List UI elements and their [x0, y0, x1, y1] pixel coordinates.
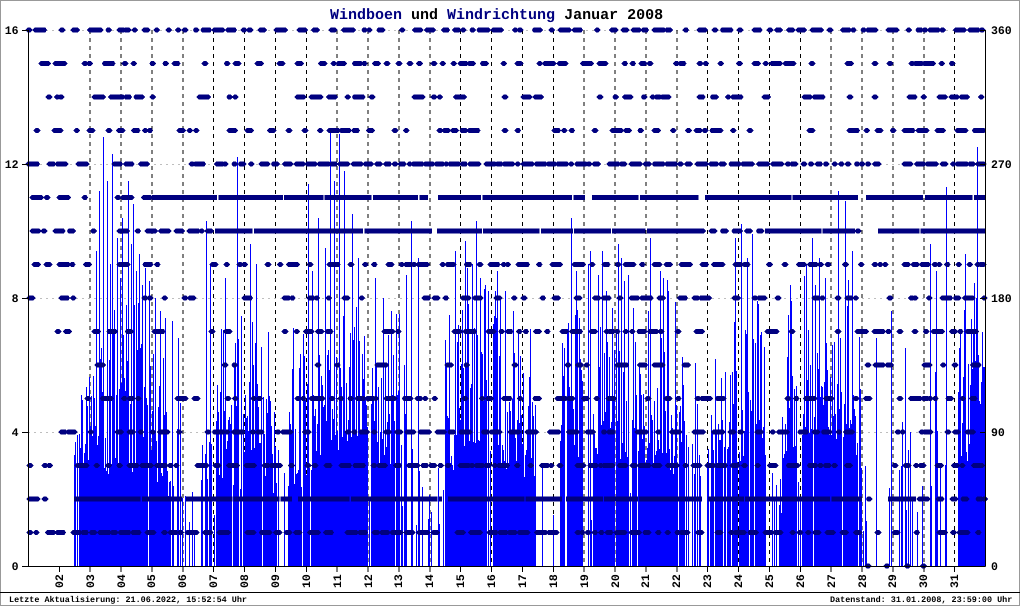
svg-text:8: 8 [12, 293, 19, 306]
svg-text:02: 02 [54, 574, 67, 588]
svg-text:17: 17 [517, 574, 530, 588]
svg-text:10: 10 [301, 574, 314, 588]
svg-text:16: 16 [486, 574, 499, 588]
svg-text:07: 07 [208, 574, 221, 588]
svg-text:12: 12 [5, 159, 19, 172]
svg-text:270: 270 [991, 159, 1012, 172]
svg-text:06: 06 [177, 574, 190, 588]
svg-text:26: 26 [795, 574, 808, 588]
svg-text:22: 22 [671, 574, 684, 588]
svg-text:27: 27 [826, 574, 839, 588]
svg-text:11: 11 [332, 574, 345, 588]
svg-text:18: 18 [548, 574, 561, 588]
svg-text:29: 29 [887, 574, 900, 588]
svg-text:04: 04 [116, 574, 129, 588]
svg-text:24: 24 [733, 574, 746, 588]
svg-text:0: 0 [12, 561, 19, 574]
svg-text:Letzte Aktualisierung: 21.06.2: Letzte Aktualisierung: 21.06.2022, 15:52… [9, 595, 247, 605]
svg-text:Datenstand: 31.01.2008, 23:59:: Datenstand: 31.01.2008, 23:59:00 Uhr [830, 595, 1012, 605]
svg-text:19: 19 [579, 574, 592, 588]
svg-text:09: 09 [270, 574, 283, 588]
svg-text:16: 16 [5, 25, 19, 38]
svg-text:23: 23 [702, 574, 715, 588]
svg-text:28: 28 [857, 574, 870, 588]
svg-text:15: 15 [455, 574, 468, 588]
svg-text:180: 180 [991, 293, 1012, 306]
svg-text:12: 12 [363, 574, 376, 588]
svg-text:20: 20 [610, 574, 623, 588]
svg-text:0: 0 [991, 561, 998, 574]
svg-text:08: 08 [239, 574, 252, 588]
svg-text:05: 05 [146, 574, 159, 588]
svg-text:25: 25 [764, 574, 777, 588]
svg-text:4: 4 [12, 427, 19, 440]
svg-text:21: 21 [640, 574, 653, 588]
svg-text:31: 31 [949, 574, 962, 588]
svg-text:13: 13 [393, 574, 406, 588]
svg-text:360: 360 [991, 25, 1012, 38]
svg-text:30: 30 [918, 574, 931, 588]
svg-text:Windboen und Windrichtung Janu: Windboen und Windrichtung Januar 2008 [330, 7, 663, 24]
svg-text:14: 14 [424, 574, 437, 588]
svg-text:03: 03 [85, 574, 98, 588]
svg-text:90: 90 [991, 427, 1005, 440]
